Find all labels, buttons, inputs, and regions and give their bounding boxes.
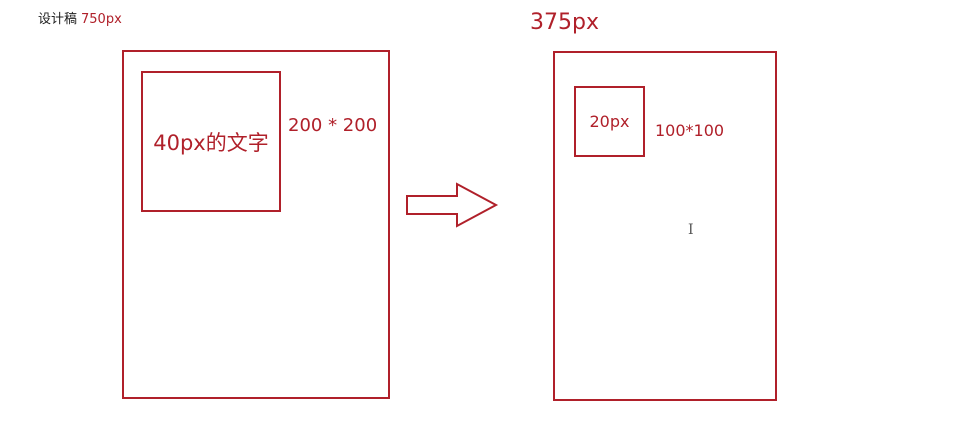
text-cursor-icon: I [688, 222, 694, 238]
design-text-box: 40px的文字 [141, 71, 281, 212]
design-frame-750 [122, 50, 390, 399]
device-text-box: 20px [574, 86, 645, 157]
right-arrow-icon [406, 182, 499, 228]
design-width-label: 750px [81, 12, 122, 27]
device-width-title: 375px [530, 10, 599, 35]
device-box-dimension: 100*100 [655, 121, 725, 140]
device-text-box-label: 20px [589, 112, 630, 131]
design-draft-text: 设计稿 [38, 12, 78, 27]
device-frame-375 [553, 51, 777, 401]
design-draft-label: 设计稿 750px [38, 8, 122, 27]
design-text-box-label: 40px的文字 [153, 130, 269, 155]
design-box-dimension: 200 * 200 [288, 115, 378, 136]
